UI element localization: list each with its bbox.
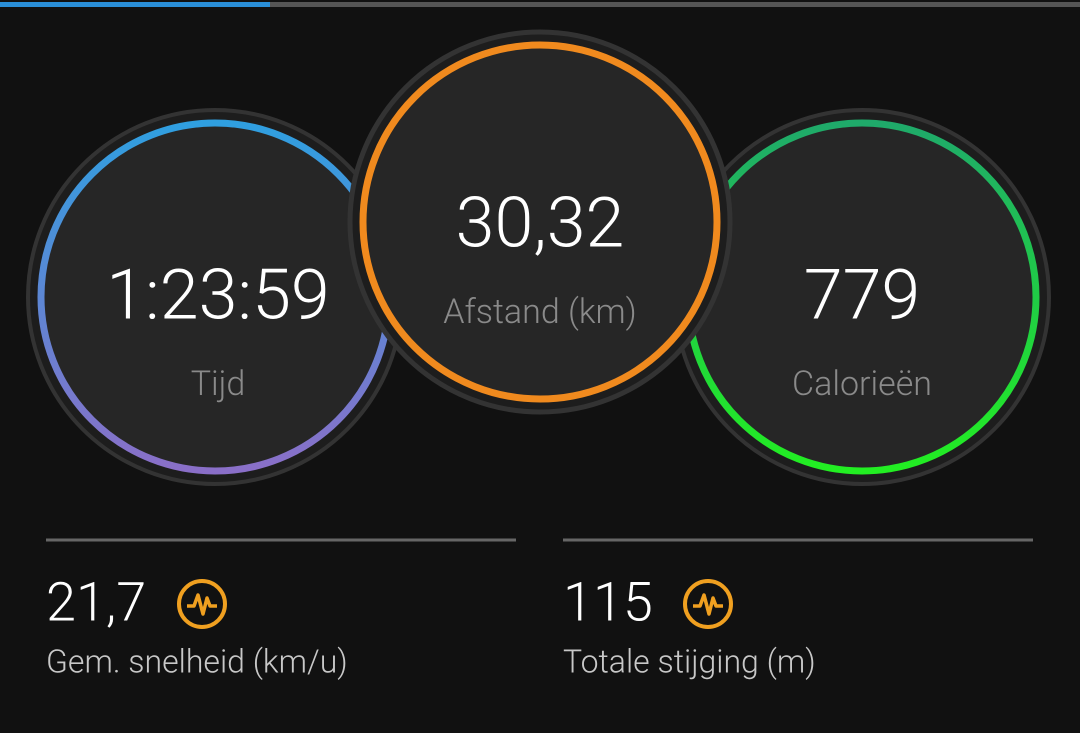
ring-label: Afstand (km): [443, 292, 637, 332]
progress-track: [0, 2, 1080, 7]
ring-calories[interactable]: 779 Calorieën: [673, 108, 1051, 486]
stat-label: Totale stijging (m): [563, 642, 816, 680]
activity-icon: [683, 579, 733, 629]
stat-value: 21,7: [46, 571, 146, 634]
ring-label: Calorieën: [792, 364, 932, 404]
ring-value: 779: [804, 254, 920, 336]
activity-icon: [177, 579, 227, 629]
ring-label: Tijd: [191, 364, 246, 404]
stat-ascent: 115 Totale stijging (m): [563, 571, 816, 680]
ring-value: 30,32: [456, 182, 625, 264]
ring: [359, 41, 721, 403]
progress-fill: [0, 2, 270, 7]
ring-distance[interactable]: 30,32 Afstand (km): [347, 29, 733, 415]
ring-value: 1:23:59: [106, 254, 330, 336]
stat-value: 115: [563, 571, 653, 634]
ring-time[interactable]: 1:23:59 Tijd: [26, 108, 404, 486]
stat-speed: 21,7 Gem. snelheid (km/u): [46, 571, 348, 680]
stat-label: Gem. snelheid (km/u): [46, 642, 348, 680]
